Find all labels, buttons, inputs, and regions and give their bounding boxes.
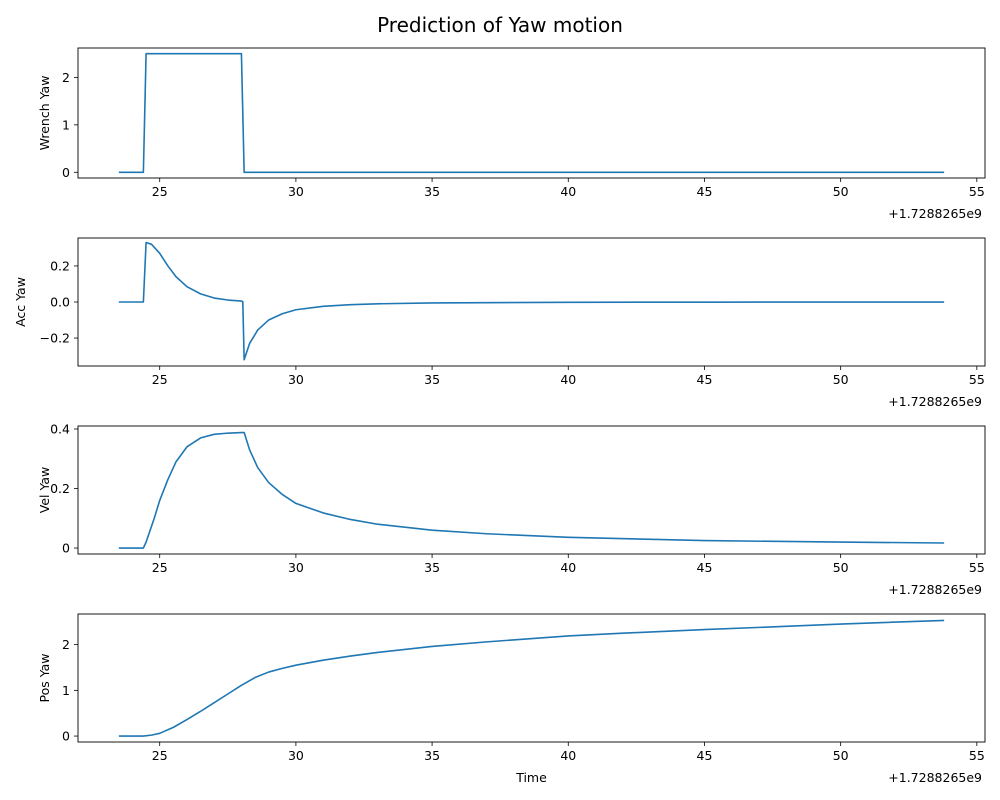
y-axis-label: Wrench Yaw [37,76,52,151]
x-tick-label: 30 [288,560,304,575]
y-tick-label: 0.4 [50,421,70,436]
subplot-1: 25 30 35 40 45 50 55 0 1 2 Wrench Yaw +1.7288265e9 [37,47,986,221]
y-tick-label: 2 [62,637,70,652]
x-tick-label: 25 [152,748,168,763]
x-offset-label: +1.7288265e9 [888,394,982,409]
x-axis-label: Time [515,770,547,785]
series-line [118,619,945,737]
x-tick-label: 25 [152,372,168,387]
x-tick-label: 25 [152,184,168,199]
x-tick-label: 30 [288,748,304,763]
subplot-3: 25 30 35 40 45 50 55 0 0.2 0.4 Vel Yaw +1.7288265e9 [37,421,986,597]
x-tick-label: 40 [560,560,576,575]
figure-title: Prediction of Yaw motion [377,13,623,37]
y-tick-label: −0.2 [40,331,70,346]
y-tick-label: 0.0 [50,295,70,310]
x-tick-label: 35 [424,184,440,199]
x-offset-label: +1.7288265e9 [888,582,982,597]
y-axis-label: Acc Yaw [13,277,28,327]
y-tick-label: 0 [62,729,70,744]
y-axis-label: Vel Yaw [37,467,52,514]
x-tick-label: 35 [424,372,440,387]
y-tick-label: 2 [62,70,70,85]
x-tick-label: 30 [288,372,304,387]
x-tick-label: 45 [697,184,713,199]
subplot-4: 25 30 35 40 45 50 55 0 1 2 Pos Yaw +1.7288265e9 Time [37,613,986,785]
series-line [118,52,945,174]
series-line [118,431,945,549]
axes-frame [77,425,986,555]
x-tick-label: 40 [560,372,576,387]
x-tick-label: 45 [697,560,713,575]
x-tick-label: 50 [833,560,849,575]
x-tick-label: 40 [560,184,576,199]
y-tick-label: 1 [62,683,70,698]
x-tick-label: 50 [833,184,849,199]
y-tick-label: 0 [62,165,70,180]
x-tick-label: 25 [152,560,168,575]
x-tick-label: 35 [424,748,440,763]
x-tick-label: 55 [969,372,985,387]
x-tick-label: 50 [833,372,849,387]
x-tick-label: 55 [969,184,985,199]
x-tick-label: 45 [697,372,713,387]
x-offset-label: +1.7288265e9 [888,770,982,785]
x-tick-label: 50 [833,748,849,763]
x-tick-label: 45 [697,748,713,763]
axes-frame [77,47,986,179]
x-tick-label: 55 [969,560,985,575]
y-axis-label: Pos Yaw [37,653,52,702]
y-tick-label: 0.2 [50,258,70,273]
series-line [118,241,945,361]
x-tick-label: 40 [560,748,576,763]
x-tick-label: 55 [969,748,985,763]
subplot-2: 25 30 35 40 45 50 55 −0.2 0.0 0.2 Acc Yaw +1.728826… [13,237,986,409]
y-tick-label: 0.2 [50,481,70,496]
y-tick-label: 0 [62,541,70,556]
x-tick-label: 30 [288,184,304,199]
x-tick-label: 35 [424,560,440,575]
axes-frame [77,613,986,743]
x-offset-label: +1.7288265e9 [888,206,982,221]
y-tick-label: 1 [62,117,70,132]
